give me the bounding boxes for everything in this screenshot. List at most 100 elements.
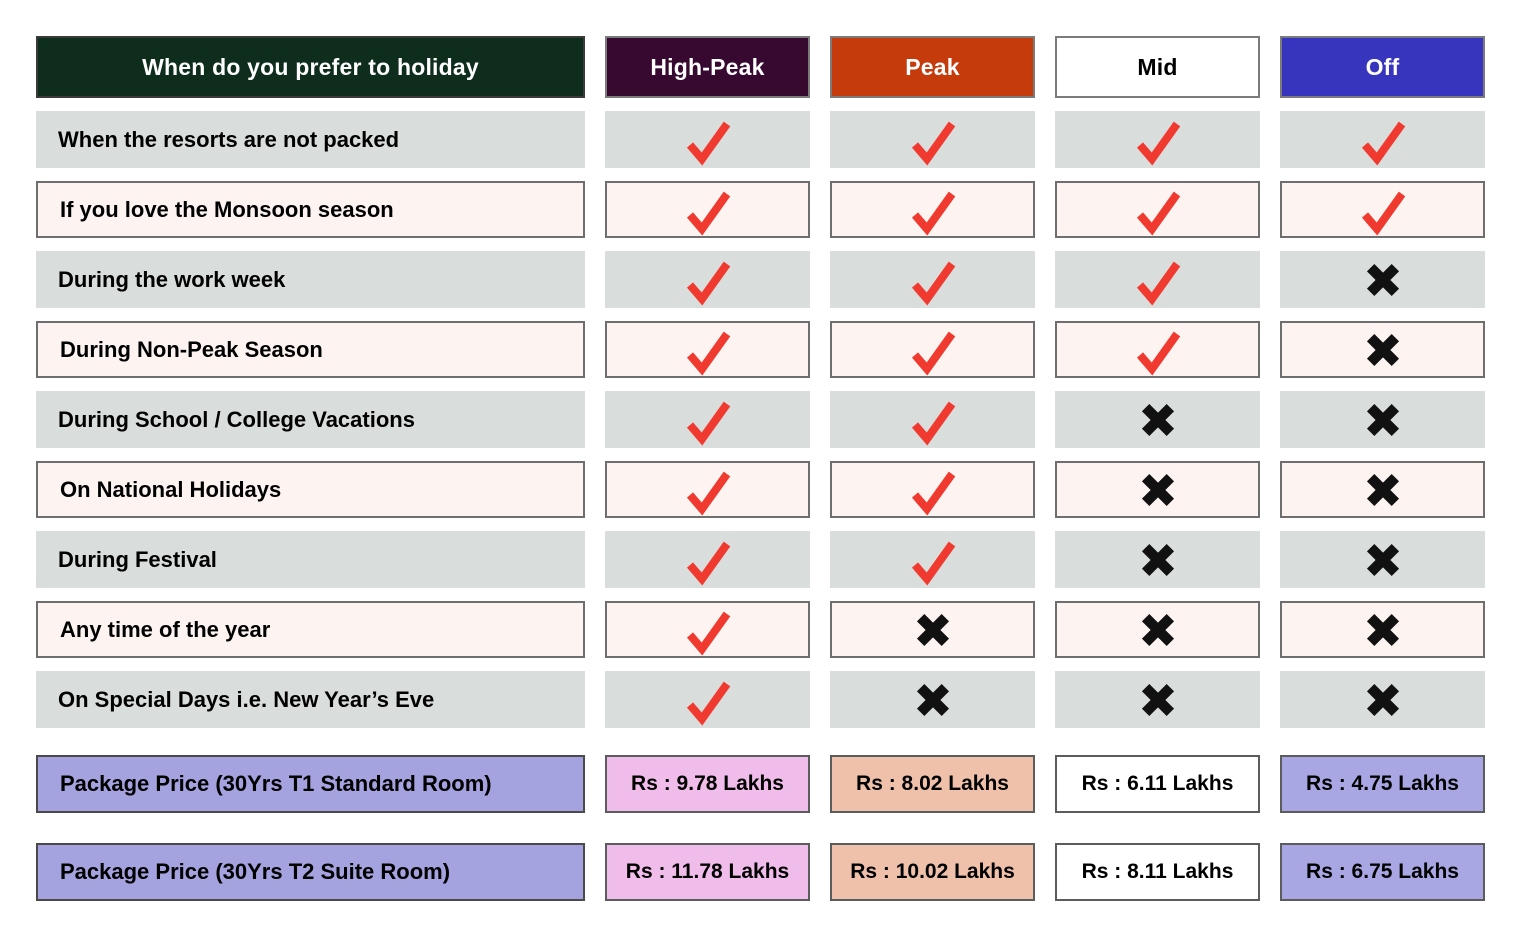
check-cell-peak: [830, 531, 1035, 588]
cross-icon: [1139, 611, 1177, 649]
price-value-mid: Rs : 8.11 Lakhs: [1055, 843, 1260, 901]
check-icon: [681, 677, 735, 727]
cross-icon: [1139, 401, 1177, 439]
price-row: Package Price (30Yrs T2 Suite Room) Rs : …: [36, 843, 1532, 901]
check-icon: [681, 117, 735, 167]
table-row: Any time of the year: [36, 601, 1532, 658]
row-label: When the resorts are not packed: [36, 111, 585, 168]
price-value-mid: Rs : 6.11 Lakhs: [1055, 755, 1260, 813]
check-cell-mid: [1055, 111, 1260, 168]
table-row: During the work week: [36, 251, 1532, 308]
cross-icon: [914, 681, 952, 719]
check-icon: [906, 537, 960, 587]
row-label: On National Holidays: [36, 461, 585, 518]
cross-icon: [1364, 471, 1402, 509]
check-cell-peak: [830, 251, 1035, 308]
cross-cell-off: [1280, 531, 1485, 588]
price-value-high-peak: Rs : 11.78 Lakhs: [605, 843, 810, 901]
cross-icon: [914, 611, 952, 649]
cross-cell-mid: [1055, 531, 1260, 588]
check-icon: [1131, 187, 1185, 237]
check-cell-peak: [830, 321, 1035, 378]
cross-cell-mid: [1055, 391, 1260, 448]
table-row: During School / College Vacations: [36, 391, 1532, 448]
cross-icon: [1364, 401, 1402, 439]
check-cell-mid: [1055, 321, 1260, 378]
cross-cell-off: [1280, 671, 1485, 728]
check-icon: [1131, 117, 1185, 167]
cross-cell-off: [1280, 321, 1485, 378]
check-cell-off: [1280, 181, 1485, 238]
cross-icon: [1139, 681, 1177, 719]
column-header-high-peak: High-Peak: [605, 36, 810, 98]
check-icon: [906, 257, 960, 307]
check-cell-high-peak: [605, 111, 810, 168]
check-icon: [1131, 327, 1185, 377]
table-row: On Special Days i.e. New Year’s Eve: [36, 671, 1532, 728]
cross-cell-peak: [830, 601, 1035, 658]
cross-icon: [1364, 331, 1402, 369]
table-header-row: When do you prefer to holiday High-Peak Pe…: [36, 36, 1532, 98]
cross-cell-mid: [1055, 601, 1260, 658]
check-icon: [1356, 117, 1410, 167]
check-cell-high-peak: [605, 531, 810, 588]
table-row: On National Holidays: [36, 461, 1532, 518]
row-label: During the work week: [36, 251, 585, 308]
row-label: During School / College Vacations: [36, 391, 585, 448]
check-cell-high-peak: [605, 601, 810, 658]
cross-icon: [1139, 541, 1177, 579]
check-icon: [906, 187, 960, 237]
cross-icon: [1364, 611, 1402, 649]
price-row: Package Price (30Yrs T1 Standard Room) Rs…: [36, 755, 1532, 813]
check-cell-peak: [830, 111, 1035, 168]
check-cell-peak: [830, 181, 1035, 238]
check-icon: [681, 397, 735, 447]
check-icon: [1356, 187, 1410, 237]
row-label: On Special Days i.e. New Year’s Eve: [36, 671, 585, 728]
check-cell-mid: [1055, 181, 1260, 238]
check-cell-high-peak: [605, 461, 810, 518]
table-row: If you love the Monsoon season: [36, 181, 1532, 238]
check-cell-high-peak: [605, 181, 810, 238]
check-cell-peak: [830, 391, 1035, 448]
check-icon: [681, 187, 735, 237]
price-value-off: Rs : 6.75 Lakhs: [1280, 843, 1485, 901]
cross-icon: [1139, 471, 1177, 509]
table-row: During Festival: [36, 531, 1532, 588]
check-cell-mid: [1055, 251, 1260, 308]
check-icon: [681, 467, 735, 517]
price-row-label: Package Price (30Yrs T1 Standard Room): [36, 755, 585, 813]
cross-cell-mid: [1055, 461, 1260, 518]
cross-cell-off: [1280, 601, 1485, 658]
cross-cell-mid: [1055, 671, 1260, 728]
check-cell-high-peak: [605, 321, 810, 378]
check-icon: [1131, 257, 1185, 307]
cross-cell-off: [1280, 391, 1485, 448]
table-body: When the resorts are not packed If you l…: [36, 111, 1532, 728]
column-header-off: Off: [1280, 36, 1485, 98]
row-label: During Non-Peak Season: [36, 321, 585, 378]
check-icon: [681, 607, 735, 657]
question-header: When do you prefer to holiday: [36, 36, 585, 98]
cross-icon: [1364, 261, 1402, 299]
check-icon: [681, 257, 735, 307]
cross-cell-off: [1280, 461, 1485, 518]
price-section: Package Price (30Yrs T1 Standard Room) Rs…: [36, 755, 1532, 901]
row-label: During Festival: [36, 531, 585, 588]
cross-icon: [1364, 541, 1402, 579]
check-icon: [906, 467, 960, 517]
price-value-peak: Rs : 10.02 Lakhs: [830, 843, 1035, 901]
check-icon: [906, 327, 960, 377]
check-cell-high-peak: [605, 391, 810, 448]
table-row: When the resorts are not packed: [36, 111, 1532, 168]
check-cell-high-peak: [605, 251, 810, 308]
check-icon: [681, 327, 735, 377]
check-cell-high-peak: [605, 671, 810, 728]
check-icon: [906, 397, 960, 447]
cross-cell-peak: [830, 671, 1035, 728]
price-value-off: Rs : 4.75 Lakhs: [1280, 755, 1485, 813]
price-row-label: Package Price (30Yrs T2 Suite Room): [36, 843, 585, 901]
cross-cell-off: [1280, 251, 1485, 308]
table-row: During Non-Peak Season: [36, 321, 1532, 378]
